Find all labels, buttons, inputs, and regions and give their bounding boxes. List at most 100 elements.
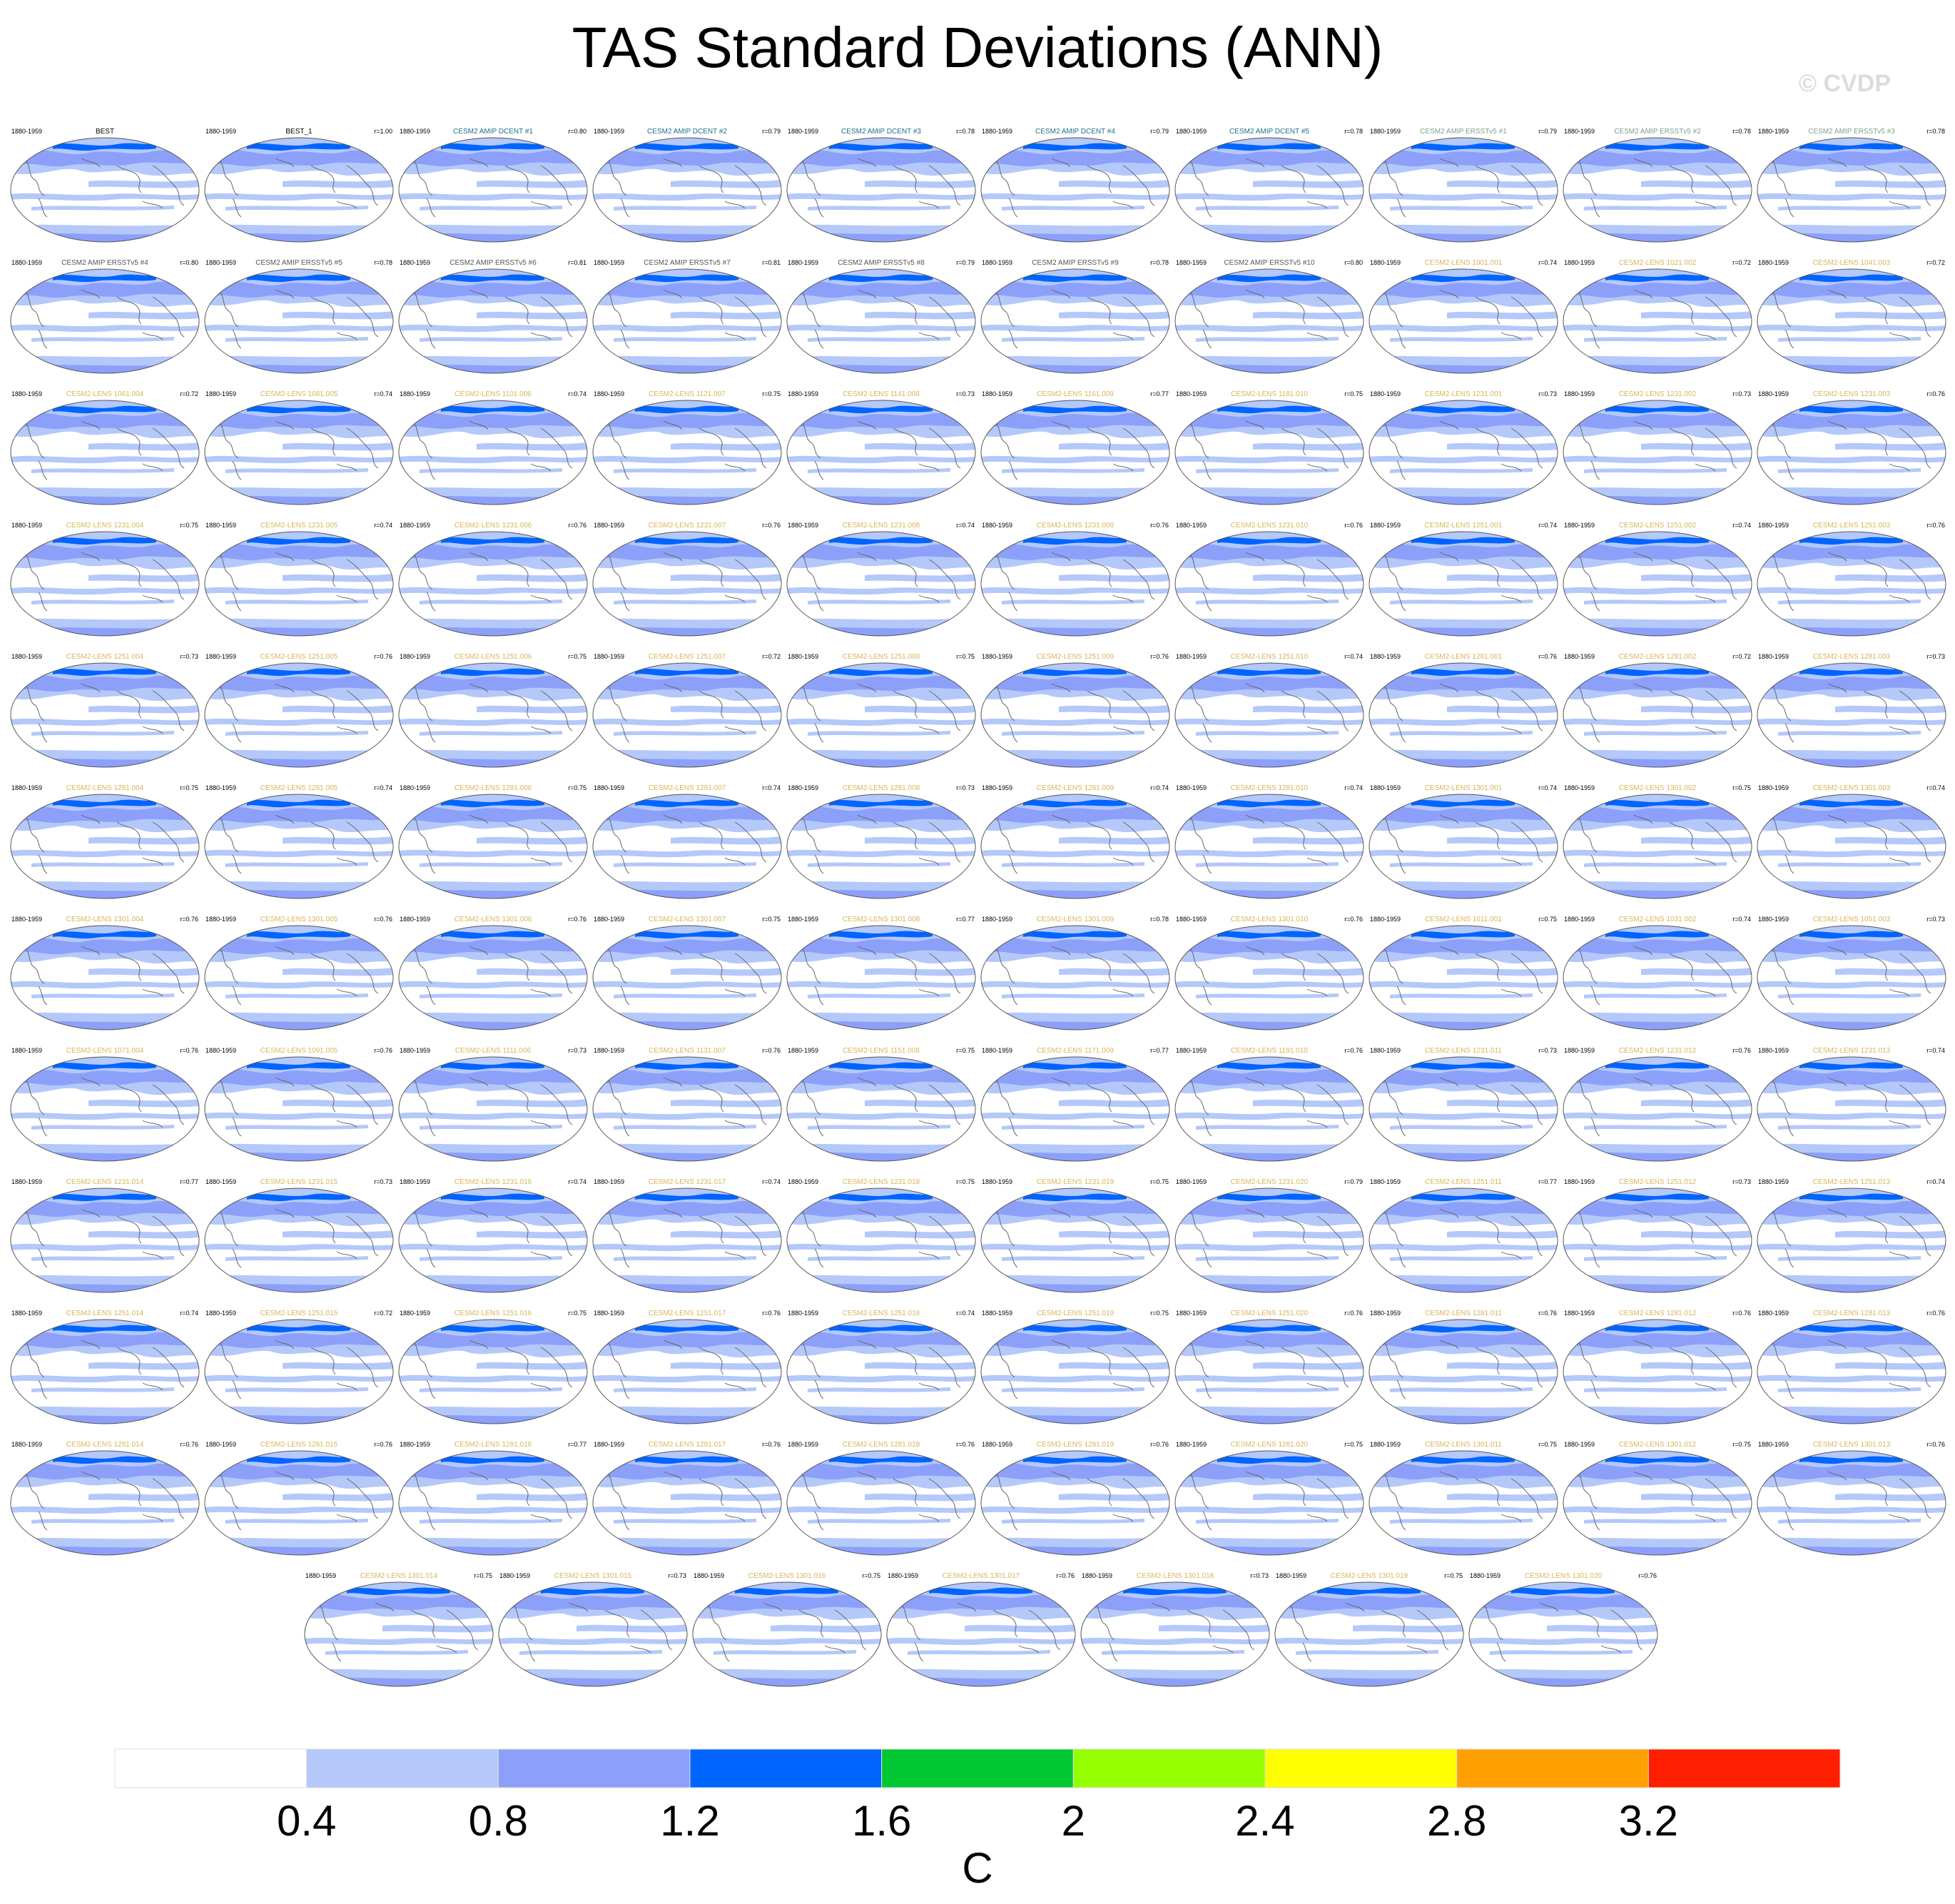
map (398, 794, 588, 899)
panel: 1880-1959 CESM2-LENS 1251.020 r=0.76 (1174, 1310, 1364, 1424)
map (10, 268, 200, 374)
map (980, 400, 1170, 505)
panel-title: CESM2-LENS 1251.001 (1425, 522, 1503, 530)
map (1174, 400, 1364, 505)
panel-title: CESM2-LENS 1251.006 (455, 653, 532, 661)
colorbar-box (306, 1748, 499, 1788)
panel-correlation: r=0.74 (1538, 784, 1557, 791)
panel-title: CESM2-LENS 1281.005 (260, 784, 338, 792)
panel-period: 1880-1959 (594, 916, 624, 923)
panel-period: 1880-1959 (1176, 1178, 1207, 1185)
panel-period: 1880-1959 (594, 1178, 624, 1185)
panel-correlation: r=0.73 (1732, 390, 1751, 397)
panel: 1880-1959 CESM2-LENS 1131.007 r=0.76 (592, 1047, 782, 1162)
panel: 1880-1959 CESM2-LENS 1051.003 r=0.73 (1757, 916, 1946, 1031)
map (1757, 1188, 1946, 1293)
panel: 1880-1959 CESM2-LENS 1251.009 r=0.76 (980, 653, 1170, 768)
panel-title: CESM2-LENS 1071.004 (66, 1047, 144, 1055)
panel-title: CESM2-LENS 1281.006 (455, 784, 532, 792)
panel-period: 1880-1959 (982, 653, 1012, 660)
panel-title: CESM2-LENS 1281.020 (1231, 1441, 1309, 1449)
map (1563, 1056, 1752, 1162)
colorbar-tick-label: 0.4 (277, 1797, 336, 1845)
panel-title: CESM2 AMIP ERSSTv5 #5 (255, 259, 342, 267)
panel: 1880-1959 CESM2-LENS 1231.004 r=0.75 (10, 522, 200, 637)
panel: 1880-1959 CESM2-LENS 1081.005 r=0.74 (204, 390, 394, 505)
panel: 1880-1959 CESM2-LENS 1281.002 r=0.72 (1563, 653, 1752, 768)
panel-period: 1880-1959 (1470, 1572, 1500, 1579)
panel: 1880-1959 CESM2 AMIP ERSSTv5 #7 r=0.81 (592, 259, 782, 374)
panel-period: 1880-1959 (1564, 916, 1595, 923)
panel-correlation: r=0.72 (1732, 653, 1751, 660)
panel-period: 1880-1959 (788, 1310, 818, 1317)
panel-title: CESM2 AMIP DCENT #2 (647, 128, 727, 136)
map (1563, 662, 1752, 768)
panel-correlation: r=0.76 (374, 916, 392, 923)
map (1174, 1319, 1364, 1424)
panel: 1880-1959 CESM2-LENS 1281.006 r=0.75 (398, 784, 588, 899)
panel-correlation: r=0.73 (568, 1047, 586, 1054)
panel: 1880-1959 CESM2-LENS 1011.001 r=0.75 (1368, 916, 1558, 1031)
panel-title: CESM2-LENS 1301.007 (649, 916, 726, 923)
panel: 1880-1959 CESM2-LENS 1301.005 r=0.76 (204, 916, 394, 1031)
panel: 1880-1959 CESM2-LENS 1301.016 r=0.75 (692, 1572, 882, 1687)
panel-correlation: r=0.78 (1150, 259, 1169, 266)
panel-title: CESM2-LENS 1251.004 (66, 653, 144, 661)
panel-period: 1880-1959 (1370, 1047, 1401, 1054)
map (1563, 925, 1752, 1031)
panel: 1880-1959 CESM2-LENS 1151.008 r=0.75 (786, 1047, 976, 1162)
panel: 1880-1959 BEST (10, 128, 200, 243)
map (592, 794, 782, 899)
panel-correlation: r=0.72 (762, 653, 781, 660)
panel-title: CESM2 AMIP ERSSTv5 #3 (1808, 128, 1895, 136)
map (1174, 268, 1364, 374)
panel-correlation: r=0.78 (1732, 128, 1751, 135)
map (980, 1450, 1170, 1556)
panel-correlation: r=0.76 (1538, 1310, 1557, 1317)
panel-period: 1880-1959 (788, 1047, 818, 1054)
panel-period: 1880-1959 (11, 259, 42, 266)
map (1174, 1188, 1364, 1293)
panel-correlation: r=0.76 (1638, 1572, 1657, 1579)
panel-period: 1880-1959 (982, 390, 1012, 397)
map (592, 1056, 782, 1162)
map (1757, 1319, 1946, 1424)
panel-title: CESM2-LENS 1281.017 (649, 1441, 726, 1449)
panel: 1880-1959 CESM2-LENS 1231.007 r=0.76 (592, 522, 782, 637)
panel-correlation: r=0.75 (956, 1047, 975, 1054)
panel-title: CESM2 AMIP DCENT #3 (841, 128, 921, 136)
panel-title: CESM2-LENS 1281.008 (843, 784, 920, 792)
panel-title: CESM2-LENS 1301.020 (1525, 1572, 1603, 1580)
panel: 1880-1959 CESM2-LENS 1231.018 r=0.75 (786, 1178, 976, 1293)
panel-period: 1880-1959 (1758, 784, 1789, 791)
map (592, 268, 782, 374)
map (398, 1319, 588, 1424)
panel-period: 1880-1959 (1370, 522, 1401, 529)
panel-correlation: r=0.74 (762, 1178, 781, 1185)
map (1174, 662, 1364, 768)
panel-period: 1880-1959 (205, 390, 236, 397)
panel-correlation: r=0.73 (1926, 653, 1945, 660)
colorbar-tick-label: 2 (1062, 1797, 1085, 1845)
panel-correlation: r=0.76 (1344, 1310, 1363, 1317)
panel-period: 1880-1959 (982, 1047, 1012, 1054)
panel-period: 1880-1959 (788, 390, 818, 397)
panel-correlation: r=0.78 (956, 128, 975, 135)
panel: 1880-1959 CESM2-LENS 1251.016 r=0.75 (398, 1310, 588, 1424)
panel: 1880-1959 CESM2 AMIP ERSSTv5 #3 r=0.78 (1757, 128, 1946, 243)
panel-title: CESM2-LENS 1231.015 (260, 1178, 338, 1186)
panel-title: CESM2-LENS 1231.007 (649, 522, 726, 530)
panel-title: CESM2-LENS 1001.001 (1425, 259, 1503, 267)
panel-title: CESM2-LENS 1251.016 (455, 1310, 532, 1317)
panel-title: CESM2-LENS 1251.008 (843, 653, 920, 661)
panel-correlation: r=0.76 (1926, 1310, 1945, 1317)
panel-period: 1880-1959 (205, 1310, 236, 1317)
panel-period: 1880-1959 (788, 128, 818, 135)
map (204, 1188, 394, 1293)
map (1757, 925, 1946, 1031)
map (786, 400, 976, 505)
panel: 1880-1959 CESM2-LENS 1251.004 r=0.73 (10, 653, 200, 768)
panel-correlation: r=0.75 (1344, 1441, 1363, 1448)
panel-correlation: r=0.76 (568, 916, 586, 923)
panel-correlation: r=0.75 (1150, 1178, 1169, 1185)
